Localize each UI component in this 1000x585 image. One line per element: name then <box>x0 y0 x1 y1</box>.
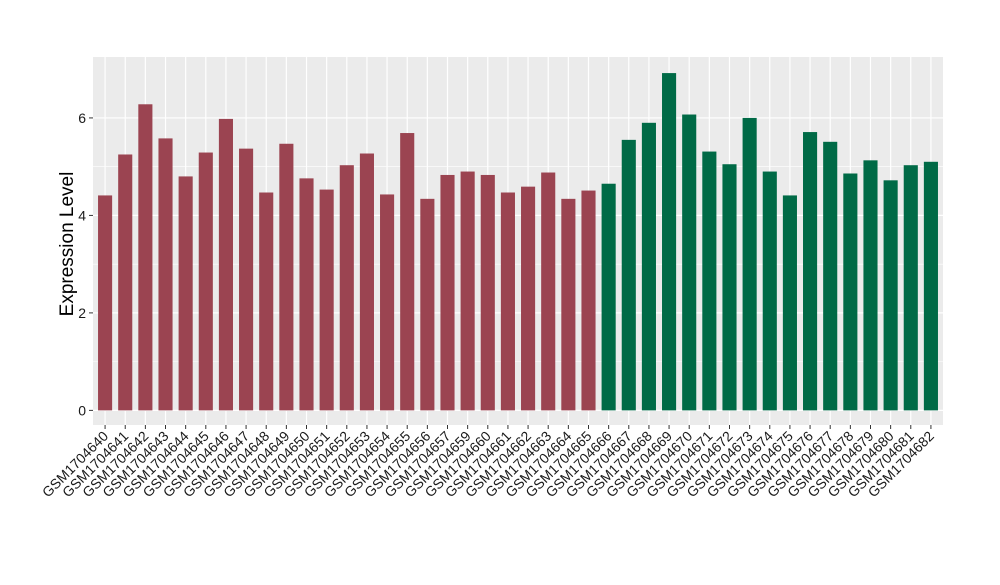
bar-GSM1704670 <box>682 114 697 411</box>
bar-GSM1704662 <box>521 186 536 411</box>
bar-GSM1704667 <box>621 139 636 411</box>
bar-GSM1704646 <box>218 118 233 411</box>
bar-GSM1704678 <box>843 173 858 411</box>
bar-GSM1704682 <box>923 161 938 411</box>
bar-GSM1704668 <box>641 122 656 411</box>
bar-GSM1704654 <box>380 194 395 411</box>
bar-GSM1704677 <box>823 141 838 411</box>
y-axis: 0 2 4 6 <box>78 110 93 418</box>
x-axis: GSM1704640GSM1704641GSM1704642GSM1704643… <box>39 425 937 500</box>
bar-GSM1704665 <box>581 190 596 411</box>
bar-GSM1704655 <box>400 133 415 411</box>
y-tick-label: 2 <box>78 305 86 321</box>
bar-GSM1704671 <box>702 151 717 411</box>
bar-GSM1704643 <box>158 138 173 411</box>
bar-GSM1704661 <box>500 192 515 411</box>
bar-GSM1704672 <box>722 164 737 411</box>
y-tick-label: 0 <box>78 402 86 418</box>
bar-GSM1704640 <box>98 195 113 411</box>
y-tick-label: 6 <box>78 110 86 126</box>
bar-GSM1704680 <box>883 180 898 411</box>
bar-GSM1704647 <box>239 148 254 411</box>
bar-GSM1704642 <box>138 104 153 411</box>
bar-GSM1704673 <box>742 117 757 411</box>
bar-GSM1704645 <box>198 152 213 411</box>
bar-GSM1704650 <box>299 178 314 411</box>
bar-GSM1704649 <box>279 143 294 411</box>
bar-GSM1704659 <box>460 171 475 411</box>
y-axis-label: Expression Level <box>57 172 78 317</box>
bar-GSM1704676 <box>803 132 818 411</box>
bar-GSM1704660 <box>480 174 495 411</box>
bar-GSM1704669 <box>662 73 677 411</box>
bar-GSM1704663 <box>541 172 556 411</box>
bar-GSM1704648 <box>259 192 274 411</box>
bar-GSM1704679 <box>863 160 878 411</box>
bar-GSM1704652 <box>339 165 354 411</box>
bar-GSM1704644 <box>178 176 193 411</box>
bar-GSM1704674 <box>762 171 777 411</box>
bar-GSM1704675 <box>782 195 797 411</box>
bar-GSM1704664 <box>561 198 576 411</box>
bar-GSM1704651 <box>319 189 334 411</box>
bars <box>98 73 938 411</box>
bar-GSM1704653 <box>359 153 374 411</box>
bar-GSM1704681 <box>903 165 918 411</box>
bar-GSM1704657 <box>440 174 455 411</box>
y-tick-label: 4 <box>78 207 86 223</box>
bar-GSM1704666 <box>601 183 616 411</box>
bar-GSM1704641 <box>118 154 133 411</box>
bar-GSM1704656 <box>420 198 435 411</box>
